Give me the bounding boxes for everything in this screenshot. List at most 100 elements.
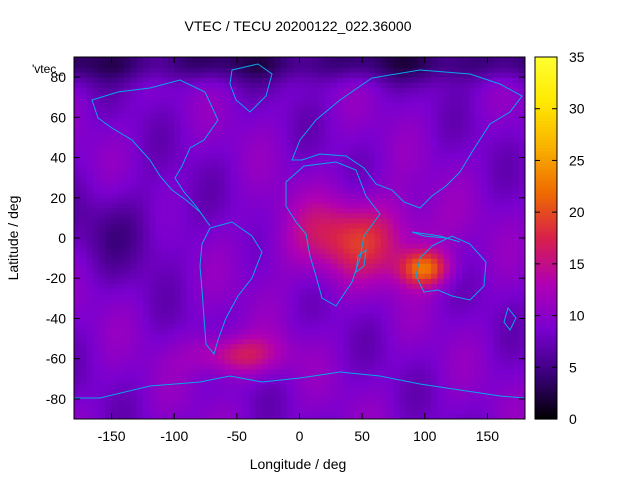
heat-cell bbox=[274, 373, 282, 380]
heat-cell bbox=[186, 62, 194, 68]
heat-cell bbox=[368, 67, 376, 73]
heat-cell bbox=[337, 202, 344, 209]
heat-cell bbox=[330, 192, 338, 199]
heat-cell bbox=[268, 338, 276, 345]
heat-cell bbox=[111, 72, 119, 78]
heat-cell bbox=[493, 207, 501, 214]
heat-cell bbox=[412, 328, 420, 335]
heat-cell bbox=[124, 258, 131, 264]
heat-cell bbox=[337, 328, 344, 335]
heat-cell bbox=[449, 62, 457, 68]
heat-cell bbox=[456, 217, 463, 224]
heat-cell bbox=[111, 197, 119, 204]
heat-cell bbox=[161, 127, 169, 134]
heat-cell bbox=[211, 162, 219, 169]
heat-cell bbox=[481, 222, 489, 229]
heat-cell bbox=[180, 197, 188, 204]
heat-cell bbox=[99, 127, 106, 134]
heat-cell bbox=[324, 82, 332, 88]
heat-cell bbox=[437, 172, 445, 179]
heat-cell bbox=[393, 207, 401, 214]
heat-cell bbox=[493, 157, 501, 164]
heat-cell bbox=[387, 358, 395, 365]
heat-cell bbox=[412, 413, 420, 419]
heat-cell bbox=[293, 232, 301, 239]
heat-cell bbox=[105, 308, 113, 315]
heat-cell bbox=[343, 303, 351, 309]
heat-cell bbox=[92, 243, 100, 249]
heat-cell bbox=[86, 403, 94, 410]
heat-cell bbox=[393, 408, 401, 415]
heat-cell bbox=[124, 263, 131, 269]
heat-cell bbox=[362, 212, 369, 219]
heat-cell bbox=[481, 263, 489, 269]
heat-cell bbox=[349, 202, 357, 209]
heat-cell bbox=[249, 333, 257, 340]
heat-cell bbox=[80, 222, 88, 229]
heat-cell bbox=[142, 398, 150, 405]
heat-cell bbox=[99, 378, 106, 385]
heat-cell bbox=[431, 333, 438, 340]
heat-cell bbox=[343, 293, 351, 299]
heat-cell bbox=[349, 338, 357, 345]
heat-cell bbox=[261, 177, 269, 184]
heat-cell bbox=[405, 142, 413, 149]
heat-cell bbox=[324, 318, 332, 325]
heat-cell bbox=[312, 388, 319, 395]
heat-cell bbox=[255, 202, 263, 209]
heat-cell bbox=[456, 403, 463, 410]
heat-cell bbox=[255, 398, 263, 405]
heat-cell bbox=[305, 82, 313, 88]
heat-cell bbox=[324, 378, 332, 385]
heat-cell bbox=[474, 238, 482, 244]
heat-cell bbox=[205, 232, 213, 239]
heat-cell bbox=[286, 358, 294, 365]
heat-cell bbox=[487, 82, 495, 88]
heat-cell bbox=[130, 92, 138, 98]
heat-cell bbox=[462, 343, 470, 350]
heat-cell bbox=[117, 117, 125, 123]
heat-cell bbox=[130, 142, 138, 149]
heat-cell bbox=[293, 87, 301, 93]
heat-cell bbox=[117, 157, 125, 164]
heat-cell bbox=[92, 283, 100, 289]
heat-cell bbox=[424, 187, 432, 194]
heat-cell bbox=[449, 303, 457, 309]
heat-cell bbox=[305, 403, 313, 410]
heat-cell bbox=[186, 323, 194, 330]
heat-cell bbox=[130, 388, 138, 395]
heat-cell bbox=[193, 243, 200, 249]
heat-cell bbox=[355, 293, 363, 299]
heat-cell bbox=[274, 243, 282, 249]
heat-cell bbox=[261, 102, 269, 108]
heat-cell bbox=[142, 358, 150, 365]
heat-cell bbox=[405, 147, 413, 154]
heat-cell bbox=[230, 318, 238, 325]
heat-cell bbox=[462, 132, 470, 139]
heat-cell bbox=[349, 373, 357, 380]
heat-cell bbox=[218, 142, 225, 149]
heat-cell bbox=[149, 393, 157, 400]
heat-cell bbox=[330, 248, 338, 254]
heat-cell bbox=[261, 107, 269, 113]
heat-cell bbox=[205, 238, 213, 244]
heat-cell bbox=[337, 278, 344, 284]
heat-cell bbox=[474, 197, 482, 204]
heat-cell bbox=[193, 298, 200, 304]
heat-cell bbox=[167, 142, 175, 149]
heat-cell bbox=[218, 187, 225, 194]
heat-cell bbox=[136, 177, 144, 184]
heat-cell bbox=[487, 258, 495, 264]
heat-cell bbox=[481, 137, 489, 144]
heat-cell bbox=[99, 238, 106, 244]
heat-cell bbox=[199, 132, 207, 139]
heat-cell bbox=[368, 253, 376, 259]
heat-cell bbox=[136, 403, 144, 410]
heat-cell bbox=[393, 127, 401, 134]
heat-cell bbox=[149, 373, 157, 380]
heat-cell bbox=[180, 187, 188, 194]
heat-cell bbox=[312, 212, 319, 219]
heat-cell bbox=[449, 132, 457, 139]
heat-cell bbox=[299, 343, 307, 350]
heat-cell bbox=[224, 258, 232, 264]
